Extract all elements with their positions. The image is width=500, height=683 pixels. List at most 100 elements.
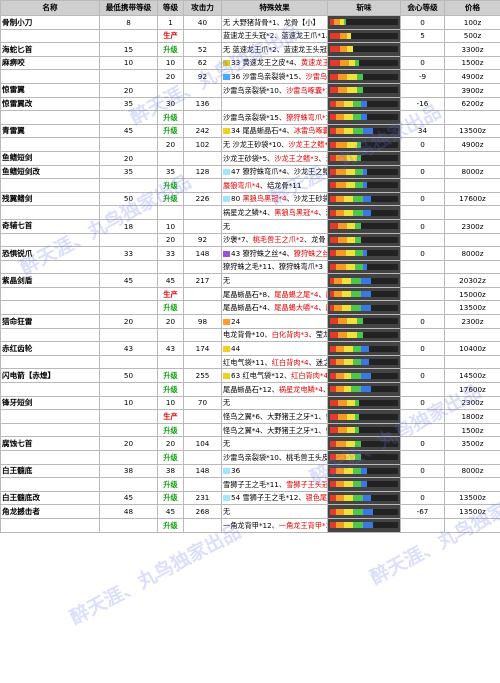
material-text: 尾晶蜥晶石*4、 (223, 303, 275, 313)
sharpness-segment-yellow (347, 223, 356, 230)
min-level: 35 (99, 96, 158, 112)
material-text: 怪鸟之翼*4、大野猪王之牙*1、兽骨【中】*8 (223, 425, 327, 435)
attack: 226 (183, 191, 222, 207)
sharpness-segment-green (355, 413, 360, 420)
affinity (400, 300, 445, 316)
sharpness-segment-green (355, 168, 363, 175)
sharpness-cell (327, 395, 401, 411)
sharpness-segment-red (330, 223, 338, 230)
sharpness-segment-red (330, 32, 340, 39)
price: 15000z (444, 286, 500, 302)
material-text: 沙龙王砂袋*5、 (223, 153, 275, 163)
header-name: 名称 (0, 0, 100, 16)
table-row: 赤红齿轮 43 43 174 44 0 10400z (0, 341, 500, 356)
sharpness-segment-yellow (343, 372, 352, 379)
row-tag: 升级 (163, 384, 178, 394)
min-level: 20 (99, 82, 158, 98)
price (444, 327, 500, 343)
sharpness-segment-none (367, 481, 398, 487)
sharpness-segment-orange (337, 318, 348, 325)
sharpness-segment-orange (335, 359, 344, 366)
sharpness-segment-yellow (343, 522, 354, 529)
special-value: 36 (231, 72, 241, 82)
sharpness-segment-red (330, 467, 336, 474)
weapon-name: 海蛇匕首 (0, 42, 100, 57)
special-effect: 尾晶蜥晶石*4、尾晶蜴大嚼*4、尾晶蜴之尾*4 (221, 300, 328, 316)
level: 升级 (157, 123, 184, 139)
water-element-icon (223, 74, 230, 81)
sharpness-segment-yellow (343, 196, 354, 203)
attack (183, 150, 222, 166)
sharpness-segment-red (330, 236, 338, 243)
sharpness-bar (330, 508, 398, 515)
weapon-name: 锋牙短剑 (0, 395, 100, 411)
sharpness-cell (327, 409, 401, 424)
attack: 217 (183, 273, 222, 288)
material-text: 一角龙背甲*12、 (223, 520, 279, 530)
affinity: 0 (400, 55, 445, 71)
material-text: 、 (318, 303, 326, 313)
attack: 40 (183, 15, 222, 30)
affinity (400, 259, 445, 275)
sharpness-segment-blue (361, 291, 371, 298)
sharpness-segment-green (351, 372, 362, 379)
weapon-name: 奇辅七首 (0, 218, 100, 234)
sharpness-segment-blue (361, 277, 371, 284)
sharpness-segment-yellow (345, 182, 356, 189)
sharpness-segment-none (371, 495, 398, 501)
level: 20 (157, 232, 184, 248)
material-text: 白化背肉*3 (271, 330, 309, 340)
material-text: 黑狼鸟黑冠*4 (242, 194, 287, 204)
special-effect: 沙雷鸟亲裂袋*10、桃毛兽王头皮*3、上兽骨*11 (221, 450, 328, 465)
sharpness-bar (330, 87, 398, 94)
attack: 92 (183, 232, 222, 248)
min-level (99, 110, 158, 125)
row-tag: 升级 (163, 194, 178, 204)
level-value: 1 (168, 17, 173, 27)
sharpness-segment-none (371, 305, 398, 311)
special-effect: 无 (221, 395, 328, 411)
weapon-name: 残翼鳍剑 (0, 191, 100, 207)
sharpness-segment-green (355, 454, 362, 461)
weapon-name (0, 286, 100, 302)
level-value: 10 (165, 221, 176, 231)
special-value: 无 (223, 398, 231, 408)
sharpness-cell (327, 110, 401, 125)
level-value: 33 (165, 248, 176, 258)
attack (183, 286, 222, 302)
weapon-name (0, 178, 100, 193)
sharpness-segment-green (353, 522, 363, 529)
sharpness-cell (327, 15, 401, 30)
weapon-name: 角龙撼击者 (0, 504, 100, 519)
sharpness-bar (330, 114, 398, 121)
sharpness-segment-red (330, 440, 336, 447)
min-level (99, 422, 158, 438)
sharpness-segment-orange (337, 87, 348, 94)
material-text: 、迷之龙骨*16 (308, 357, 327, 367)
sharpness-segment-red (330, 263, 336, 270)
material-text: 沙龙王砂袋*10、 (232, 140, 289, 150)
sharpness-segment-red (330, 427, 338, 434)
sharpness-cell (327, 382, 401, 397)
sharpness-segment-orange (335, 345, 344, 352)
sharpness-segment-orange (335, 372, 344, 379)
sharpness-segment-green (353, 359, 362, 366)
material-text: 尾晶蜴之尾*3 (326, 290, 327, 299)
affinity: -16 (400, 96, 445, 112)
sharpness-segment-orange (337, 427, 348, 434)
sharpness-segment-yellow (343, 495, 354, 502)
special-effect: 沙雷鸟亲裂袋*15、獠狩蛛弯爪*3、重龙骨*12 (221, 110, 328, 125)
sharpness-segment-red (330, 508, 336, 515)
sharpness-segment-yellow (349, 60, 356, 67)
affinity: 0 (400, 395, 445, 411)
min-level: 45 (99, 273, 158, 288)
sharpness-segment-none (367, 169, 398, 175)
sharpness-segment-red (330, 60, 340, 67)
table-row: 锋牙短剑 10 10 70 无 0 2300z (0, 395, 500, 411)
level: 生产 (157, 286, 184, 302)
special-effect: 红电气袋*11、红白背肉*4、迷之龙骨*16 (221, 354, 328, 370)
special-effect: 63 红电气袋*12、红白背肉*4、迷之龙骨*16 (221, 368, 328, 384)
sharpness-segment-yellow (341, 277, 352, 284)
sharpness-bar (330, 19, 398, 26)
